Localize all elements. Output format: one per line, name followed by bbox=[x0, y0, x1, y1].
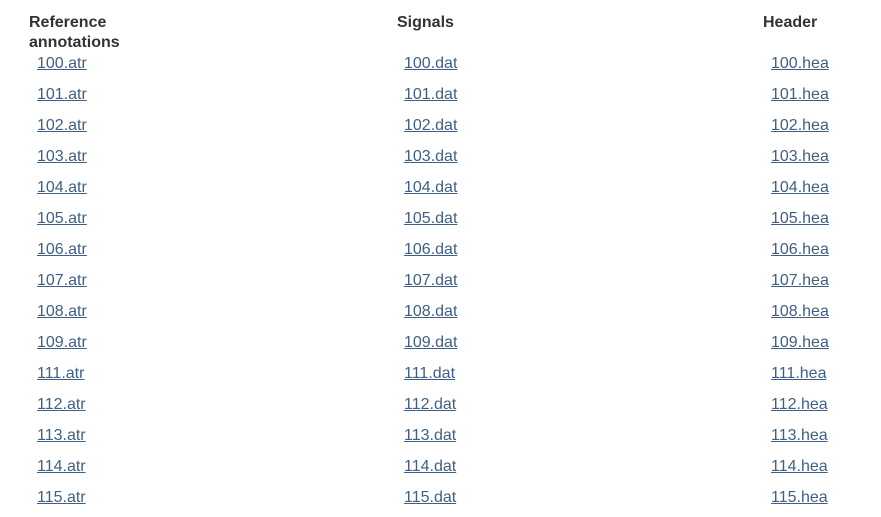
table-row: 113.atr 113.dat 113.hea bbox=[0, 424, 881, 455]
header-file-link[interactable]: 109.hea bbox=[771, 334, 829, 351]
annotation-file-link[interactable]: 106.atr bbox=[37, 241, 87, 258]
annotation-file-link[interactable]: 102.atr bbox=[37, 117, 87, 134]
header-file-link[interactable]: 113.hea bbox=[771, 427, 828, 444]
signal-file-link[interactable]: 109.dat bbox=[404, 334, 458, 351]
annotation-file-link[interactable]: 114.atr bbox=[37, 458, 86, 475]
annotation-file-link[interactable]: 105.atr bbox=[37, 210, 87, 227]
signal-file-link[interactable]: 106.dat bbox=[404, 241, 458, 258]
header-file-link[interactable]: 104.hea bbox=[771, 179, 829, 196]
table-row: 109.atr 109.dat 109.hea bbox=[0, 331, 881, 362]
header-file-link[interactable]: 115.hea bbox=[771, 489, 828, 506]
annotation-file-link[interactable]: 104.atr bbox=[37, 179, 87, 196]
signal-file-link[interactable]: 107.dat bbox=[404, 272, 458, 289]
header-file-link[interactable]: 107.hea bbox=[771, 272, 829, 289]
table-row: 108.atr 108.dat 108.hea bbox=[0, 300, 881, 331]
annotation-file-link[interactable]: 100.atr bbox=[37, 55, 87, 72]
annotation-file-link[interactable]: 107.atr bbox=[37, 272, 87, 289]
header-file-link[interactable]: 105.hea bbox=[771, 210, 829, 227]
annotation-file-link[interactable]: 112.atr bbox=[37, 396, 86, 413]
signal-file-link[interactable]: 105.dat bbox=[404, 210, 458, 227]
annotation-file-link[interactable]: 108.atr bbox=[37, 303, 87, 320]
signal-file-link[interactable]: 102.dat bbox=[404, 117, 458, 134]
signal-file-link[interactable]: 115.dat bbox=[404, 489, 457, 506]
table-row: 115.atr 115.dat 115.hea bbox=[0, 486, 881, 517]
header-file-link[interactable]: 100.hea bbox=[771, 55, 829, 72]
annotation-file-link[interactable]: 115.atr bbox=[37, 489, 86, 506]
header-file-link[interactable]: 111.hea bbox=[771, 365, 827, 382]
header-file-link[interactable]: 103.hea bbox=[771, 148, 829, 165]
table-row: 107.atr 107.dat 107.hea bbox=[0, 269, 881, 300]
header-file-link[interactable]: 114.hea bbox=[771, 458, 828, 475]
column-header-signals: Signals bbox=[397, 14, 454, 31]
table-row: 114.atr 114.dat 114.hea bbox=[0, 455, 881, 486]
table-row: 112.atr 112.dat 112.hea bbox=[0, 393, 881, 424]
signal-file-link[interactable]: 111.dat bbox=[404, 365, 456, 382]
header-file-link[interactable]: 106.hea bbox=[771, 241, 829, 258]
column-header-header: Header bbox=[763, 14, 818, 31]
table-row: 101.atr 101.dat 101.hea bbox=[0, 83, 881, 114]
header-file-link[interactable]: 112.hea bbox=[771, 396, 828, 413]
signal-file-link[interactable]: 104.dat bbox=[404, 179, 458, 196]
signal-file-link[interactable]: 113.dat bbox=[404, 427, 457, 444]
annotation-file-link[interactable]: 101.atr bbox=[37, 86, 87, 103]
table-header-row: Reference annotations Signals Header bbox=[0, 0, 881, 52]
annotation-file-link[interactable]: 103.atr bbox=[37, 148, 87, 165]
signal-file-link[interactable]: 112.dat bbox=[404, 396, 457, 413]
table-row: 104.atr 104.dat 104.hea bbox=[0, 176, 881, 207]
file-rows: 100.atr 100.dat 100.hea 101.atr 101.dat 101.h… bbox=[0, 52, 881, 517]
table-row: 111.atr 111.dat 111.hea bbox=[0, 362, 881, 393]
signal-file-link[interactable]: 108.dat bbox=[404, 303, 458, 320]
signal-file-link[interactable]: 101.dat bbox=[404, 86, 458, 103]
table-row: 102.atr 102.dat 102.hea bbox=[0, 114, 881, 145]
annotation-file-link[interactable]: 111.atr bbox=[37, 365, 85, 382]
table-row: 106.atr 106.dat 106.hea bbox=[0, 238, 881, 269]
header-file-link[interactable]: 102.hea bbox=[771, 117, 829, 134]
column-header-annotations: Reference annotations bbox=[29, 14, 120, 51]
annotation-file-link[interactable]: 113.atr bbox=[37, 427, 86, 444]
table-row: 100.atr 100.dat 100.hea bbox=[0, 52, 881, 83]
signal-file-link[interactable]: 100.dat bbox=[404, 55, 458, 72]
header-file-link[interactable]: 108.hea bbox=[771, 303, 829, 320]
signal-file-link[interactable]: 114.dat bbox=[404, 458, 457, 475]
header-file-link[interactable]: 101.hea bbox=[771, 86, 829, 103]
signal-file-link[interactable]: 103.dat bbox=[404, 148, 458, 165]
table-row: 103.atr 103.dat 103.hea bbox=[0, 145, 881, 176]
table-row: 105.atr 105.dat 105.hea bbox=[0, 207, 881, 238]
annotation-file-link[interactable]: 109.atr bbox=[37, 334, 87, 351]
